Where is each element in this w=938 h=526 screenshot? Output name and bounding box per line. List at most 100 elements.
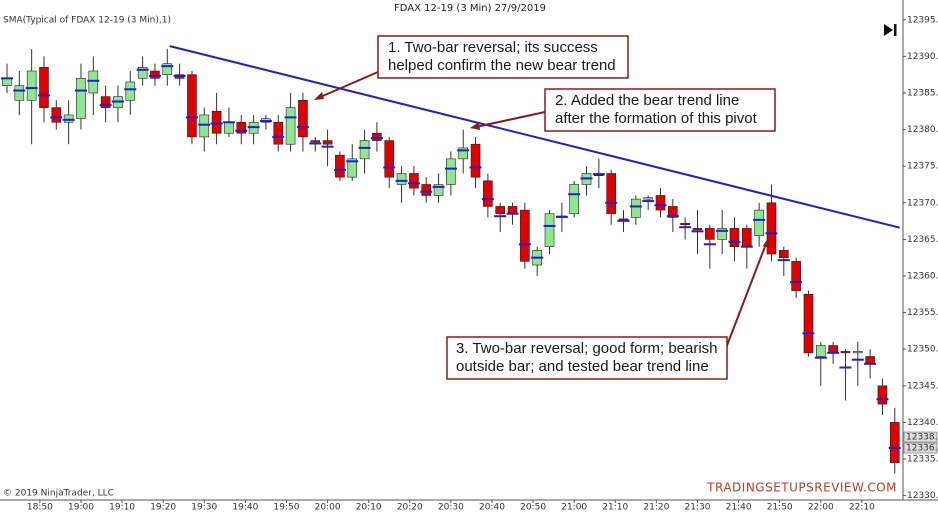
candle-body bbox=[359, 140, 370, 160]
candle-body bbox=[569, 184, 579, 215]
candle-body bbox=[692, 228, 703, 231]
x-tick-label: 21:30 bbox=[685, 503, 711, 513]
candle-body bbox=[717, 228, 727, 240]
candle-body bbox=[433, 184, 444, 196]
annotation-text: 3. Two-bar reversal; good form; bearish bbox=[456, 340, 718, 357]
candle-body bbox=[211, 110, 222, 134]
x-tick-label: 19:20 bbox=[150, 503, 176, 513]
candle-body bbox=[335, 154, 345, 178]
candle-body bbox=[236, 121, 247, 134]
candle-body bbox=[409, 173, 419, 189]
x-tick-label: 20:00 bbox=[315, 503, 341, 513]
price-marker-label: 12336.5 bbox=[906, 444, 938, 454]
candle-body bbox=[310, 140, 321, 143]
candle-body bbox=[668, 206, 678, 218]
play-icon[interactable] bbox=[884, 24, 897, 36]
annotation-text: 1. Two-bar reversal; its success bbox=[388, 39, 598, 56]
annotation-box bbox=[446, 336, 728, 380]
x-tick-label: 22:00 bbox=[808, 503, 834, 513]
candle-body bbox=[631, 198, 641, 218]
candle-body bbox=[421, 184, 432, 196]
annotation-text: helped confirm the new bear trend bbox=[388, 57, 616, 74]
y-tick-label: 12375.0 bbox=[907, 162, 938, 172]
annotation-text: outside bar; and tested bear trend line bbox=[456, 358, 709, 375]
x-tick-label: 20:40 bbox=[479, 503, 505, 513]
x-tick-label: 20:30 bbox=[438, 503, 464, 513]
plot-area: 12330.0 12335.0 12340.0 12345.0 12350.0 12355… bbox=[0, 15, 938, 513]
candle-body bbox=[840, 351, 851, 354]
candle-body bbox=[187, 74, 197, 138]
x-tick-label: 21:40 bbox=[726, 503, 752, 513]
x-tick-label: 18:50 bbox=[27, 503, 53, 513]
candle-body bbox=[507, 206, 518, 215]
candle-body bbox=[828, 345, 838, 354]
candle-body bbox=[655, 195, 666, 211]
candle-body bbox=[446, 158, 456, 185]
candle-body bbox=[680, 222, 690, 226]
candle-body bbox=[729, 228, 740, 248]
candle-body bbox=[396, 173, 407, 185]
candle-body bbox=[483, 180, 493, 207]
price-marker-label: 12338.0 bbox=[906, 433, 938, 443]
chart-title: FDAX 12-19 (3 Min) 27/9/2019 bbox=[394, 3, 546, 14]
y-tick-label: 12335.0 bbox=[907, 455, 938, 465]
x-tick-label: 21:00 bbox=[561, 503, 587, 513]
candle-body bbox=[26, 70, 37, 101]
candle-body bbox=[372, 132, 382, 141]
copyright: © 2019 NinjaTrader, LLC bbox=[3, 489, 114, 499]
candle-body bbox=[88, 70, 99, 94]
x-tick-label: 21:10 bbox=[602, 503, 628, 513]
candle-body bbox=[322, 140, 333, 145]
y-tick-label: 12370.0 bbox=[907, 198, 938, 208]
arrow bbox=[475, 111, 546, 128]
annotation-text: after the formation of this pivot bbox=[555, 110, 758, 127]
y-tick-label: 12385.0 bbox=[907, 88, 938, 98]
candle-body bbox=[224, 121, 234, 134]
y-tick-label: 12350.0 bbox=[907, 345, 938, 355]
candle-body bbox=[76, 78, 86, 119]
x-tick-label: 22:10 bbox=[849, 503, 875, 513]
candle-body bbox=[803, 293, 814, 354]
candle-body bbox=[150, 70, 160, 79]
candle-body bbox=[100, 96, 111, 108]
candle-body bbox=[458, 147, 469, 160]
trend-line bbox=[169, 45, 900, 229]
arrow bbox=[725, 243, 767, 349]
y-tick-label: 12345.0 bbox=[907, 381, 938, 391]
candle-body bbox=[63, 114, 74, 123]
x-tick-label: 19:10 bbox=[109, 503, 135, 513]
candle-body bbox=[199, 114, 210, 138]
candle-body bbox=[273, 121, 284, 145]
price-marker bbox=[903, 442, 938, 454]
candle-body bbox=[298, 99, 308, 138]
candle-body bbox=[347, 158, 358, 178]
play-bar[interactable] bbox=[894, 24, 897, 36]
candle-body bbox=[544, 213, 555, 248]
y-tick-label: 12395.0 bbox=[907, 15, 938, 25]
candle-body bbox=[39, 67, 49, 108]
y-tick-label: 12340.0 bbox=[907, 418, 938, 428]
y-tick-label: 12380.0 bbox=[907, 125, 938, 135]
y-tick-label: 12360.0 bbox=[907, 271, 938, 281]
candle-body bbox=[2, 78, 12, 86]
candle-body bbox=[766, 202, 777, 255]
candle-body bbox=[852, 351, 863, 354]
candle-body bbox=[643, 197, 653, 200]
candle-body bbox=[495, 206, 506, 215]
x-tick-label: 19:00 bbox=[68, 503, 94, 513]
candle-body bbox=[125, 81, 136, 101]
candle-body bbox=[470, 143, 481, 178]
candle-body bbox=[606, 173, 616, 215]
y-tick-label: 12330.0 bbox=[907, 491, 938, 501]
candle-body bbox=[754, 209, 764, 237]
x-tick-label: 20:20 bbox=[397, 503, 423, 513]
annotations: 1. Two-bar reversal; its success helped … bbox=[314, 35, 776, 380]
candle-body bbox=[779, 250, 789, 258]
candle-body bbox=[137, 67, 148, 79]
x-tick-label: 19:40 bbox=[232, 503, 258, 513]
play-triangle[interactable] bbox=[884, 24, 893, 36]
candle-body bbox=[520, 209, 530, 262]
x-tick-label: 19:30 bbox=[191, 503, 217, 513]
